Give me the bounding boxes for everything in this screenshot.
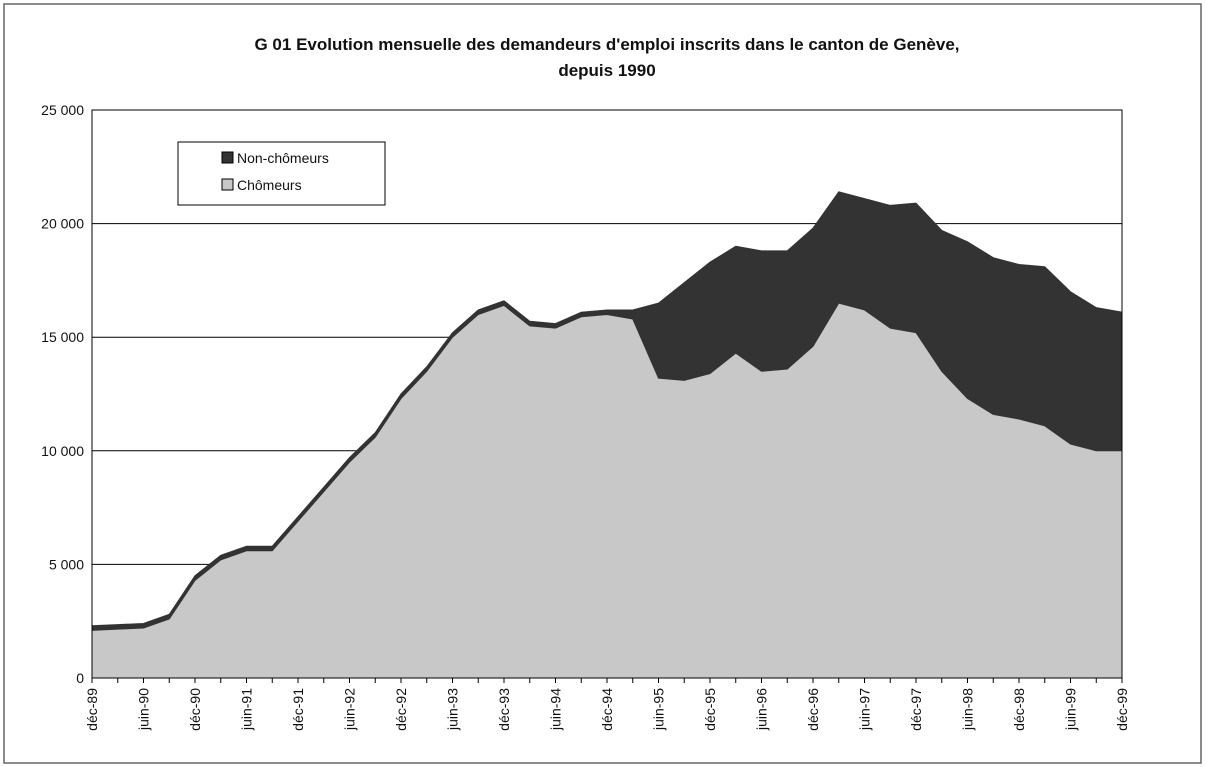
frame xyxy=(3,3,1202,764)
x-tick-label: déc-93 xyxy=(496,688,512,731)
x-tick-label: déc-89 xyxy=(84,688,100,731)
legend: Non-chômeurs Chômeurs xyxy=(177,141,386,206)
x-tick-label: déc-99 xyxy=(1114,688,1130,731)
y-tick-label: 25 000 xyxy=(41,102,84,118)
x-tick-label: déc-90 xyxy=(187,688,203,731)
x-tick-label: juin-95 xyxy=(651,688,667,731)
x-tick-label: déc-91 xyxy=(290,688,306,731)
x-tick-label: juin-93 xyxy=(445,688,461,731)
x-tick-label: juin-90 xyxy=(136,688,152,731)
x-tick-label: juin-96 xyxy=(754,688,770,731)
x-tick-label: juin-94 xyxy=(548,688,564,731)
x-tick-label: déc-98 xyxy=(1011,688,1027,731)
y-tick-label: 10 000 xyxy=(41,443,84,459)
x-tick-label: juin-92 xyxy=(342,688,358,731)
y-tick-label: 15 000 xyxy=(41,329,84,345)
x-tick-label: déc-97 xyxy=(908,688,924,731)
chart-subtitle: depuis 1990 xyxy=(558,61,655,80)
x-tick-label: déc-94 xyxy=(599,688,615,731)
x-tick-label: juin-98 xyxy=(960,688,976,731)
y-tick-label: 5 000 xyxy=(49,556,84,572)
legend-box xyxy=(177,141,386,206)
y-tick-label: 0 xyxy=(76,670,84,686)
x-tick-label: déc-92 xyxy=(393,688,409,731)
x-tick-label: juin-97 xyxy=(857,688,873,731)
legend-swatch xyxy=(221,151,234,164)
chart-title: G 01 Evolution mensuelle des demandeurs … xyxy=(254,35,959,54)
x-tick-label: déc-96 xyxy=(805,688,821,731)
legend-label: Non-chômeurs xyxy=(237,150,329,166)
x-tick-label: juin-91 xyxy=(239,688,255,731)
x-tick-label: déc-95 xyxy=(702,688,718,731)
legend-swatch xyxy=(221,178,234,191)
legend-label: Chômeurs xyxy=(237,177,302,193)
x-tick-label: juin-99 xyxy=(1063,688,1079,731)
y-tick-label: 20 000 xyxy=(41,216,84,232)
